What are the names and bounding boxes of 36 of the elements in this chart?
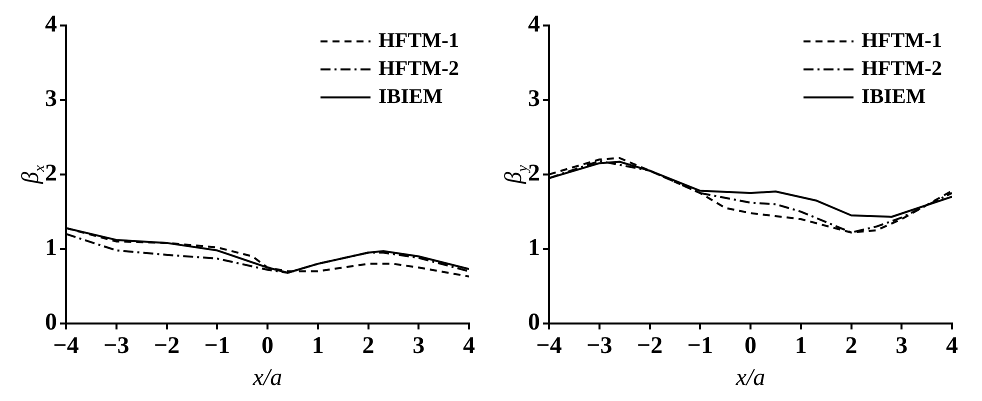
x-axis-title: x/a: [252, 364, 282, 391]
x-tick-label: −4: [536, 333, 562, 360]
legend-label: HFTM-2: [378, 56, 459, 80]
x-tick-label: −1: [204, 333, 230, 360]
y-tick-label: 0: [45, 310, 57, 336]
x-tick-label: −1: [687, 333, 713, 360]
x-axis-title: x/a: [734, 364, 766, 391]
x-tick-label: −4: [53, 333, 79, 360]
x-tick-label: −2: [636, 333, 663, 360]
x-tick-label: 0: [262, 333, 274, 360]
x-tick-label: 4: [463, 333, 475, 360]
y-tick-label: 1: [45, 235, 57, 262]
y-tick-label: 3: [45, 86, 57, 112]
legend-label: IBIEM: [378, 84, 443, 108]
legend-label: IBIEM: [862, 84, 926, 108]
y-tick-label: 3: [528, 86, 540, 112]
x-tick-label: −3: [104, 333, 130, 360]
x-tick-label: 4: [946, 333, 958, 360]
x-tick-label: 1: [794, 333, 807, 360]
y-tick-label: 1: [528, 235, 540, 262]
x-tick-label: 2: [845, 333, 858, 360]
x-tick-label: 1: [312, 333, 324, 360]
x-tick-label: 3: [412, 333, 425, 360]
y-tick-label: 2: [528, 160, 540, 187]
x-tick-label: −3: [586, 333, 612, 360]
y-tick-label: 4: [528, 12, 540, 38]
y-tick-label: 0: [528, 310, 540, 336]
y-tick-label: 2: [45, 160, 57, 187]
legend-label: HFTM-1: [862, 28, 942, 52]
legend-label: HFTM-1: [378, 28, 459, 52]
x-tick-label: 3: [896, 333, 908, 360]
legend-label: HFTM-2: [862, 56, 942, 80]
y-tick-label: 4: [45, 12, 57, 38]
x-tick-label: 0: [744, 333, 756, 360]
x-tick-label: −2: [154, 333, 180, 360]
x-tick-label: 2: [362, 333, 374, 360]
